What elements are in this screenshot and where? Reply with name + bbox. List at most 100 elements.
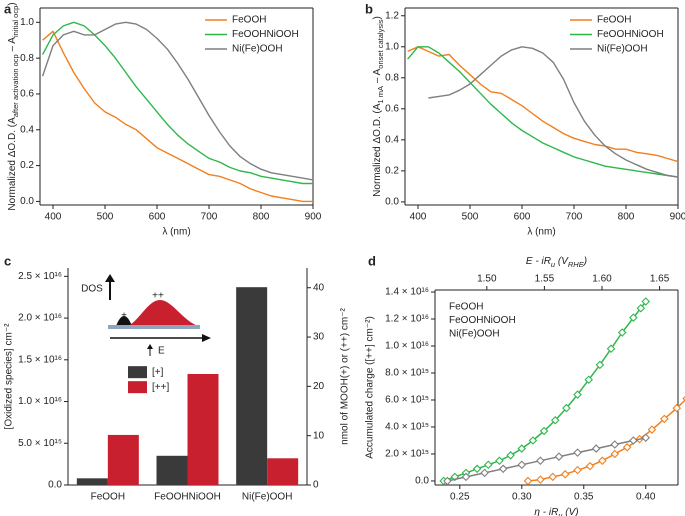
x2-tick-label: 1.65 bbox=[650, 274, 670, 285]
y2-tick-label: 30 bbox=[313, 332, 325, 343]
x2-axis-label-part: u bbox=[551, 260, 556, 269]
legend-label: [+] bbox=[152, 367, 164, 378]
marker bbox=[606, 344, 616, 353]
x2-axis-label: E - iRu (VRHE) bbox=[526, 256, 587, 270]
y-axis-label-part: 1 mA bbox=[376, 86, 385, 104]
y-axis-label-part: ) bbox=[7, 2, 18, 5]
legend-label: [++] bbox=[152, 382, 169, 393]
x-tick-label: 0.35 bbox=[574, 492, 594, 503]
x-tick-label: 500 bbox=[462, 212, 479, 223]
y-tick-label: 0.4 bbox=[20, 124, 34, 135]
legend-label: Ni(Fe)OOH bbox=[232, 44, 283, 55]
dos-arrowhead bbox=[105, 274, 115, 282]
marker bbox=[506, 451, 515, 460]
y-tick-label: 1.0 × 10¹⁶ bbox=[18, 396, 62, 407]
y-tick-label: 0.0 bbox=[20, 196, 34, 207]
panel-letter: d bbox=[368, 253, 376, 268]
x-tick-label: 900 bbox=[305, 212, 322, 223]
y-axis-label-part: – A bbox=[7, 37, 18, 55]
dos-inset: DOS + ++ E bbox=[81, 274, 211, 357]
marker bbox=[560, 469, 570, 479]
marker bbox=[450, 472, 460, 482]
x2-axis-label-part: (V bbox=[555, 256, 569, 267]
series-line bbox=[41, 21, 314, 181]
marker bbox=[523, 476, 533, 486]
legend-label: FeOOHNiOOH bbox=[597, 29, 664, 40]
y-axis-label-part: Normalized ΔO.D. (A bbox=[7, 117, 18, 211]
marker bbox=[573, 448, 582, 457]
baseline-band bbox=[108, 325, 200, 329]
e-label: E bbox=[158, 346, 165, 357]
panel-letter: b bbox=[365, 1, 373, 16]
y-tick-label: 2.0 × 10¹⁶ bbox=[18, 313, 62, 324]
y-tick-label: 8.0 × 10¹⁵ bbox=[385, 368, 429, 379]
y2-tick-label: 10 bbox=[313, 430, 325, 441]
y-tick-label: 1.0 bbox=[385, 41, 399, 52]
x-tick-label: FeOOHNiOOH bbox=[154, 492, 221, 503]
series-line bbox=[41, 21, 313, 185]
bar bbox=[187, 373, 219, 485]
marker bbox=[641, 297, 651, 306]
marker bbox=[536, 475, 545, 484]
legend-label: Ni(Fe)OOH bbox=[449, 329, 500, 340]
y-tick-label: 0.4 bbox=[385, 134, 399, 145]
marker bbox=[598, 456, 607, 465]
marker bbox=[610, 440, 620, 449]
y-tick-label: 1.2 bbox=[385, 10, 399, 21]
marker bbox=[498, 464, 508, 474]
y-tick-label: 0.6 bbox=[20, 89, 34, 100]
legend-label: FeOOHNiOOH bbox=[232, 29, 299, 40]
x2-axis-label-part: RHE bbox=[568, 260, 585, 269]
x2-axis-label-part: E - iR bbox=[526, 256, 551, 267]
marker bbox=[641, 433, 651, 443]
bar bbox=[156, 455, 188, 485]
y-tick-label: 1.2 × 10¹⁶ bbox=[385, 314, 429, 325]
y-tick-label: 4.0 × 10¹⁵ bbox=[385, 422, 429, 433]
x-axis-label-part: (V) bbox=[562, 507, 578, 516]
y2-tick-label: 0 bbox=[313, 480, 319, 491]
marker bbox=[584, 375, 594, 385]
x-tick-label: Ni(Fe)OOH bbox=[242, 492, 293, 503]
x2-tick-label: 1.50 bbox=[477, 274, 497, 285]
marker bbox=[536, 456, 545, 465]
plus-plus-band bbox=[128, 300, 198, 326]
marker bbox=[495, 456, 504, 465]
y-tick-label: 0.0 bbox=[415, 476, 429, 487]
legend-label: FeOOHNiOOH bbox=[449, 315, 516, 326]
marker bbox=[443, 476, 452, 486]
legend-label: Ni(Fe)OOH bbox=[597, 44, 648, 55]
y-tick-label: 2.0 × 10¹⁵ bbox=[385, 449, 429, 460]
y-tick-label: 0.8 bbox=[20, 53, 34, 64]
y2-tick-label: 20 bbox=[313, 381, 325, 392]
y-tick-label: 5.0 × 10¹⁵ bbox=[18, 438, 62, 449]
y-tick-label: 1.0 bbox=[20, 17, 34, 28]
y-tick-label: 1.4 × 10¹⁶ bbox=[385, 287, 429, 298]
marker bbox=[629, 313, 638, 322]
x-axis-label-part: u bbox=[558, 511, 563, 516]
bar bbox=[267, 458, 299, 485]
x-axis-label-part: η - iR bbox=[534, 507, 558, 516]
marker bbox=[528, 436, 538, 445]
y-tick-label: 0.2 bbox=[20, 160, 34, 171]
y-axis-label-part: after activation ocp bbox=[11, 54, 20, 117]
marker bbox=[622, 442, 632, 452]
marker bbox=[539, 426, 549, 436]
marker bbox=[595, 360, 605, 370]
x-axis-label: η - iRu (V) bbox=[534, 507, 578, 516]
y2-tick-label: 40 bbox=[313, 282, 325, 293]
x-tick-label: 600 bbox=[149, 212, 166, 223]
marker bbox=[636, 303, 646, 313]
marker bbox=[517, 460, 527, 470]
marker bbox=[550, 415, 560, 425]
y-axis-label-part: ) bbox=[372, 16, 383, 19]
panel-letter: a bbox=[4, 1, 12, 16]
marker bbox=[629, 436, 638, 445]
x-axis-label: λ (nm) bbox=[527, 227, 555, 238]
x-tick-label: 900 bbox=[670, 212, 685, 223]
series-line bbox=[428, 46, 679, 178]
y-tick-label: 2.5 × 10¹⁶ bbox=[18, 271, 62, 282]
legend-label: FeOOH bbox=[597, 15, 631, 26]
marker bbox=[660, 414, 669, 424]
marker bbox=[591, 444, 601, 453]
